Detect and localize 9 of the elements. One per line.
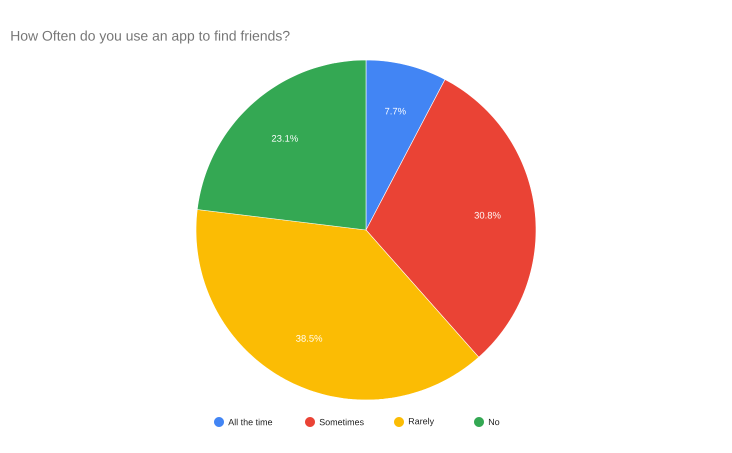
legend-label: All the time — [228, 418, 272, 426]
chart-title: How Often do you use an app to find friends? — [11, 30, 290, 44]
data-label: 23.1% — [272, 135, 298, 142]
data-label: 30.8% — [474, 212, 501, 219]
legend-label: Rarely — [408, 418, 434, 426]
data-label: 7.7% — [385, 108, 406, 114]
data-label: 38.5% — [296, 335, 322, 342]
legend-label: Sometimes — [320, 418, 364, 426]
legend-label: No — [488, 418, 500, 426]
